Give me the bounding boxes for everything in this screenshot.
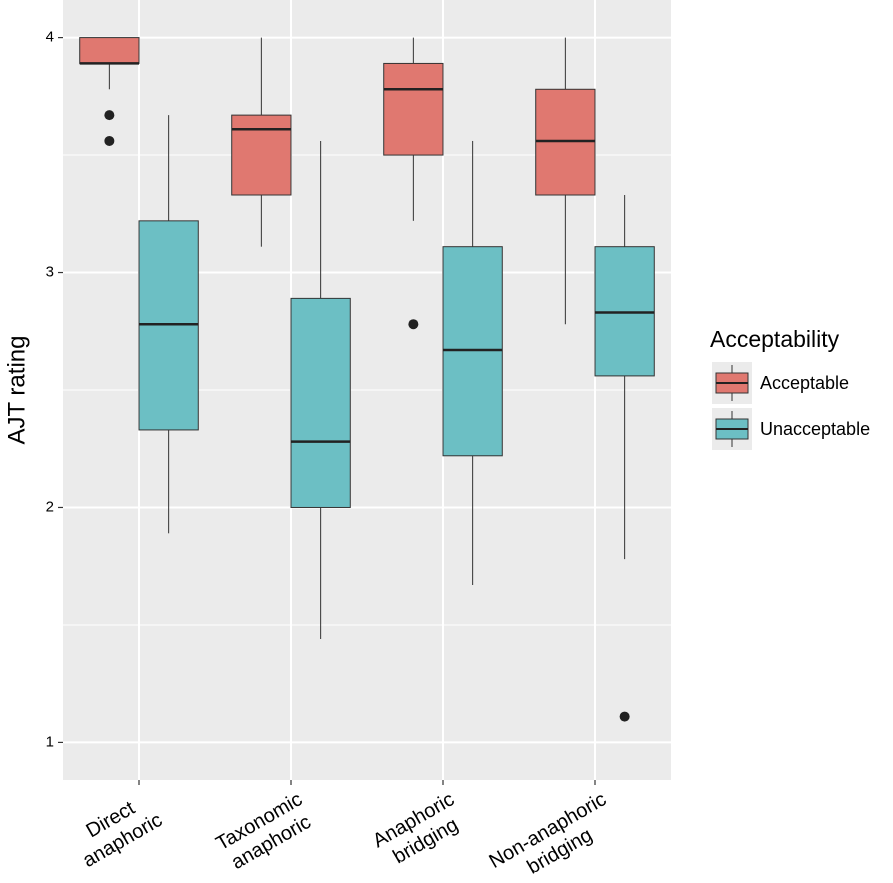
legend-title: Acceptability [710,326,840,352]
outlier [104,135,115,146]
box [383,37,444,330]
y-tick-label: 1 [46,733,54,750]
y-tick-label: 3 [46,263,54,280]
box-body [79,37,140,64]
box [138,115,199,534]
outlier [619,711,630,722]
box-body [383,62,444,156]
legend-label: Acceptable [760,373,849,393]
box-body [290,297,351,508]
outlier [408,319,419,330]
box [594,195,655,722]
box [535,37,596,325]
legend-label: Unacceptable [760,419,870,439]
marks [79,37,655,722]
legend: Acceptable Unacceptable [712,362,870,450]
box [290,140,351,640]
box [231,37,292,247]
box [442,140,503,585]
y-axis-label: AJT rating [3,336,30,445]
outlier [104,110,115,121]
y-tick-label: 2 [46,498,54,515]
box [79,37,140,146]
box-body [231,114,292,196]
y-tick-label: 4 [46,29,54,46]
